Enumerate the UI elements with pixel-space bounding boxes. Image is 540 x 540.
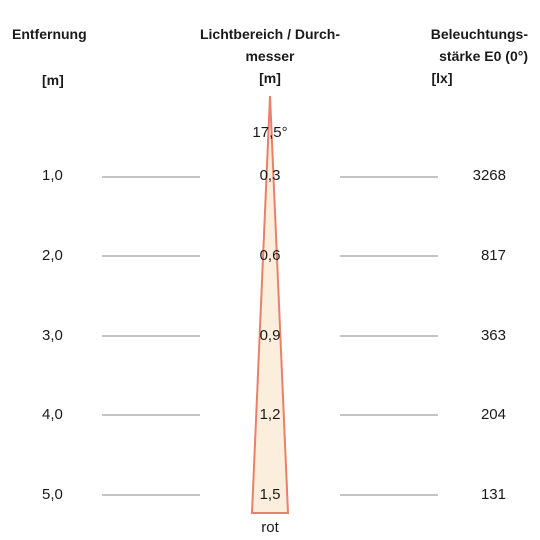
illuminance-value: 131 — [480, 486, 506, 503]
diameter-value: 0,3 — [259, 167, 281, 184]
light-cone — [250, 95, 290, 514]
distance-unit: [m] — [42, 72, 64, 88]
illuminance-header-line2: stärke E0 (0°) — [439, 48, 528, 64]
beam-header-line1: Lichtbereich / Durch- — [199, 26, 341, 42]
distance-value: 2,0 — [42, 247, 63, 264]
illuminance-value: 817 — [480, 247, 506, 264]
illuminance-value: 204 — [480, 406, 506, 423]
distance-value: 3,0 — [42, 327, 63, 344]
illuminance-unit: [lx] — [431, 70, 453, 86]
illuminance-header-line1: Beleuchtungs- — [430, 26, 528, 42]
distance-value: 5,0 — [42, 486, 63, 503]
diameter-value: 0,9 — [259, 327, 281, 344]
beam-unit: [m] — [259, 70, 281, 86]
illuminance-value: 363 — [480, 327, 506, 344]
diameter-value: 0,6 — [259, 247, 281, 264]
diameter-value: 1,5 — [259, 486, 281, 503]
beam-angle: 17,5° — [252, 124, 288, 141]
distance-value: 1,0 — [42, 167, 63, 184]
light-color-label: rot — [261, 519, 279, 536]
illuminance-value: 3268 — [472, 167, 506, 184]
distance-header: Entfernung — [12, 26, 87, 42]
beam-header-line2: messer — [245, 48, 295, 64]
distance-value: 4,0 — [42, 406, 63, 423]
diameter-value: 1,2 — [259, 406, 281, 423]
